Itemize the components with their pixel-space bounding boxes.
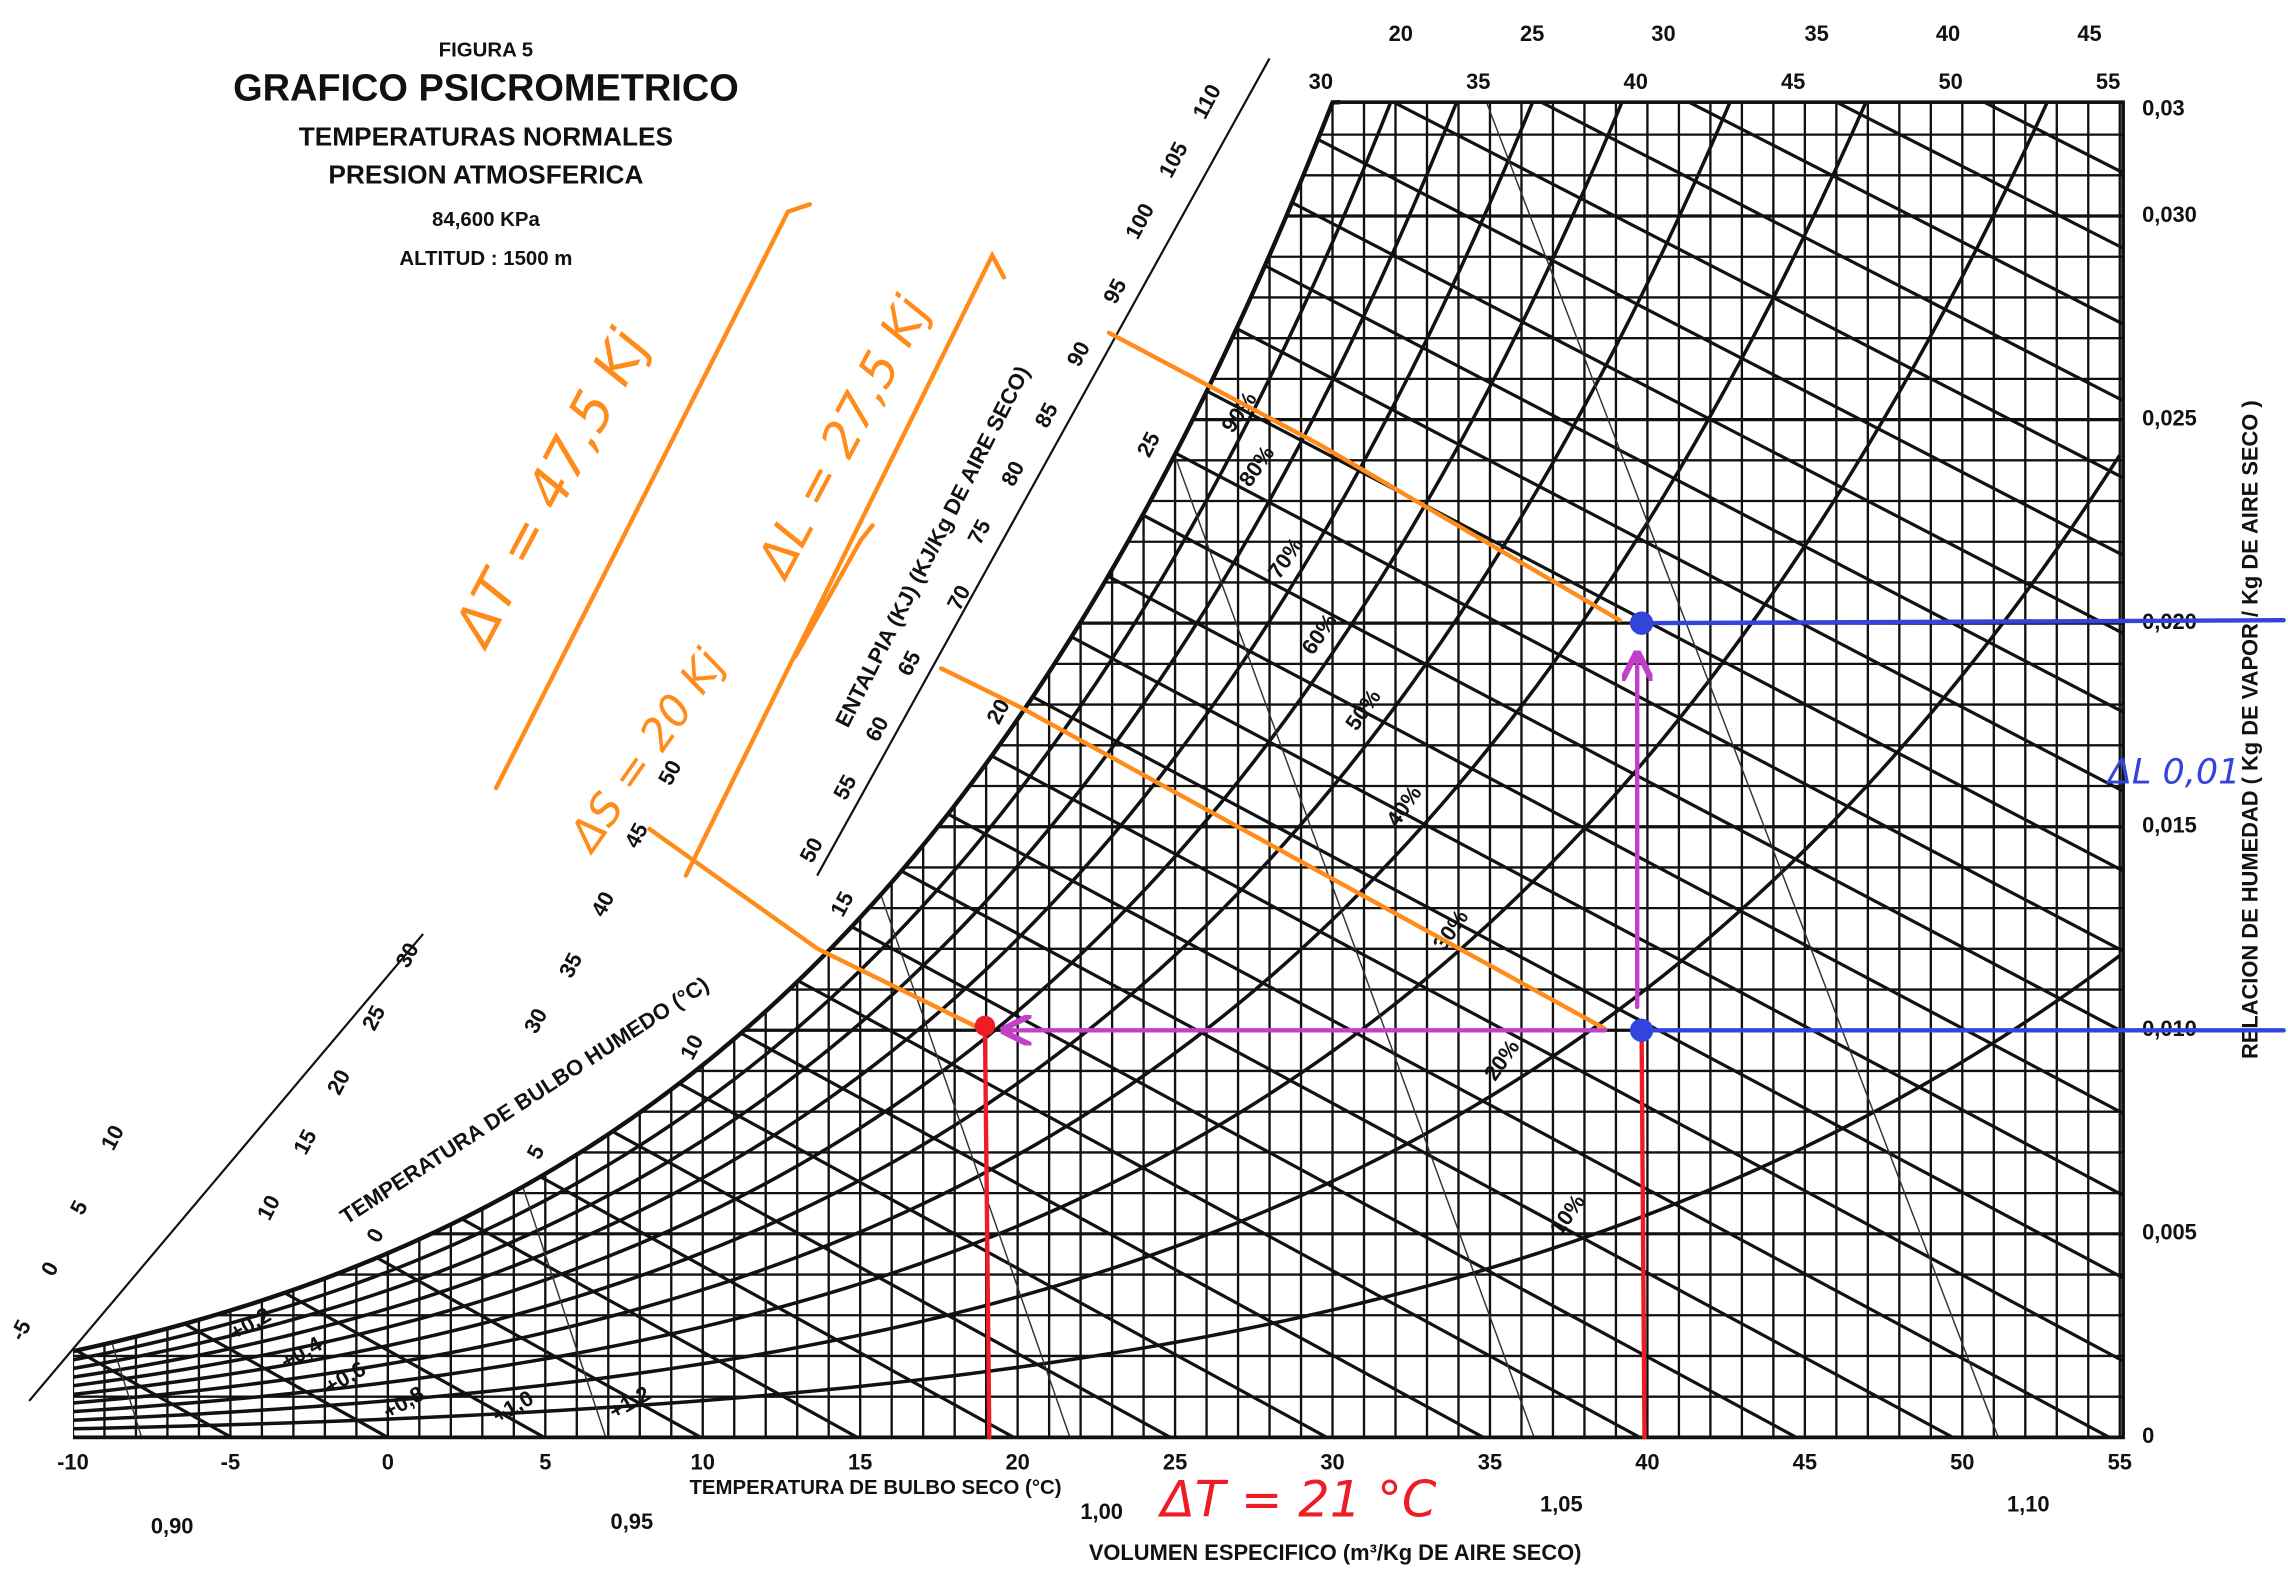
bracket <box>793 523 875 659</box>
x-tick-label: 45 <box>1793 1449 1817 1474</box>
enthalpy-line <box>72 102 1328 1438</box>
x-tick-label: 30 <box>1320 1449 1344 1474</box>
x-axis-label: TEMPERATURA DE BULBO SECO (°C) <box>689 1477 1061 1499</box>
chart-subtitle: TEMPERATURAS NORMALES <box>299 122 673 152</box>
rh-curve <box>72 954 2121 1431</box>
enthalpy-scale <box>28 933 424 1402</box>
rh-curve <box>72 102 2122 1379</box>
x-tick-label: -5 <box>221 1449 240 1474</box>
y-tick-label: 0,005 <box>2142 1220 2197 1245</box>
red-line <box>982 1023 992 1440</box>
volume-tick-label: 1,10 <box>2007 1492 2050 1517</box>
bracket <box>683 250 1007 878</box>
top-tick-label: 50 <box>1938 69 1962 94</box>
enthalpy-line <box>72 102 1172 1438</box>
rh-curve <box>72 102 2122 1414</box>
chart-frame <box>72 100 2125 1440</box>
rh-curve <box>72 454 2122 1422</box>
state-point <box>974 1015 996 1037</box>
blue-line <box>1639 618 2286 626</box>
chart-title: GRAFICO PSICROMETRICO <box>233 68 739 110</box>
enthalpy-scale <box>816 57 1271 877</box>
enthalpy-projection <box>1106 330 1622 623</box>
top-upper-tick-label: 30 <box>1651 21 1675 46</box>
enthalpy-line <box>72 102 2124 1438</box>
state-point <box>1629 1018 1654 1042</box>
x-tick-label: 10 <box>691 1449 715 1474</box>
saturation-curve <box>72 100 1341 1354</box>
volume-tick-label: 0,90 <box>151 1514 194 1539</box>
chart-subtitle: ALTITUD : 1500 m <box>399 248 572 270</box>
enthalpy-line <box>72 102 2124 1438</box>
temperature-delta-label: ΔT = 21 °C <box>1157 1471 1437 1529</box>
x-tick-label: 40 <box>1635 1449 1659 1474</box>
y-tick-label: 0,030 <box>2142 202 2197 227</box>
y-tick-label: 0,03 <box>2142 95 2185 120</box>
top-upper-tick-label: 40 <box>1936 21 1960 46</box>
rh-curve <box>72 102 2122 1405</box>
x-tick-label: 5 <box>539 1449 551 1474</box>
y-tick-label: 0 <box>2142 1423 2154 1448</box>
top-tick-label: 45 <box>1781 69 1805 94</box>
top-upper-tick-label: 45 <box>2077 21 2101 46</box>
top-tick-label: 35 <box>1466 69 1490 94</box>
enthalpy-projection <box>647 826 977 1029</box>
volume-tick-label: 1,00 <box>1080 1499 1123 1524</box>
top-tick-label: 30 <box>1309 69 1333 94</box>
chart-subtitle: PRESION ATMOSFERICA <box>328 160 643 190</box>
top-tick-label: 55 <box>2096 69 2120 94</box>
enthalpy-projection <box>938 666 1608 1031</box>
state-point <box>1629 611 1654 635</box>
top-tick-label: 40 <box>1624 69 1648 94</box>
chart-subtitle: 84,600 KPa <box>432 209 540 231</box>
rh-curve <box>72 102 2122 1371</box>
top-upper-tick-label: 25 <box>1520 21 1544 46</box>
x-tick-label: 55 <box>2108 1449 2132 1474</box>
x-tick-label: 20 <box>1005 1449 1029 1474</box>
x-tick-label: 35 <box>1478 1449 1502 1474</box>
volume-tick-label: 0,95 <box>611 1509 654 1534</box>
humidity-delta-label: ΔL 0,01 <box>2105 751 2241 792</box>
x-tick-label: 0 <box>382 1449 394 1474</box>
volume-line <box>1467 102 2023 1438</box>
bracket <box>493 202 813 791</box>
volume-tick-label: 1,05 <box>1540 1492 1583 1517</box>
x-tick-label: 25 <box>1163 1449 1187 1474</box>
x-tick-label: -10 <box>57 1449 89 1474</box>
rh-curve <box>72 102 2122 1388</box>
y-tick-label: 0,025 <box>2142 405 2197 430</box>
x-tick-label: 50 <box>1950 1449 1974 1474</box>
y-axis-label: RELACION DE HUMEDAD ( Kg DE VAPOR / Kg D… <box>2237 400 2262 1059</box>
figure-number: FIGURA 5 <box>439 40 533 62</box>
top-upper-tick-label: 35 <box>1805 21 1829 46</box>
rh-curve <box>72 102 2122 1362</box>
red-line <box>1639 1028 1647 1440</box>
top-upper-tick-label: 20 <box>1389 21 1413 46</box>
x-tick-label: 15 <box>848 1449 872 1474</box>
rh-curve <box>72 102 2122 1397</box>
y-tick-label: 0,015 <box>2142 812 2197 837</box>
volume-axis-label: VOLUMEN ESPECIFICO (m³/Kg DE AIRE SECO) <box>1089 1540 1582 1565</box>
